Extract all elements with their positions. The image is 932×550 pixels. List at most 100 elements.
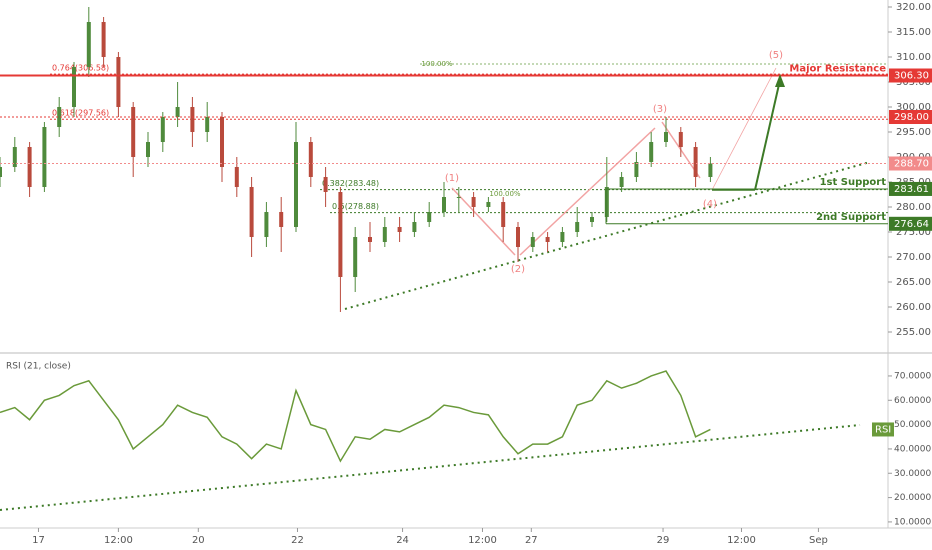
candle-body: [353, 237, 358, 277]
trend-line: [344, 161, 871, 310]
y-tick-label: 315.00: [896, 27, 931, 38]
candle-body: [664, 132, 668, 142]
candle-body: [338, 192, 343, 277]
candle-body: [604, 187, 609, 217]
candle-body: [220, 117, 224, 167]
level-label: 306.30: [894, 71, 929, 82]
arrow-head: [775, 74, 785, 87]
candle-body: [397, 227, 402, 232]
y-tick-label: 275.00: [896, 227, 931, 238]
candle-body: [501, 202, 506, 227]
y-tick-label: 300.00: [896, 102, 931, 113]
level-label: 298.00: [894, 112, 929, 123]
candle-body: [72, 67, 76, 107]
x-tick-label: 17: [32, 535, 45, 546]
y-tick-label: 20.0000: [894, 493, 931, 503]
candle-body: [708, 163, 713, 177]
level-name: 2nd Support: [816, 212, 886, 223]
x-tick-label: 27: [525, 535, 538, 546]
candle-body: [12, 147, 17, 167]
level-tag: [889, 110, 932, 124]
candle-body: [42, 127, 47, 187]
y-tick-label: 320.00: [896, 2, 931, 13]
candle-body: [190, 107, 195, 132]
candle-body: [471, 197, 476, 207]
rsi-line: [0, 370, 711, 463]
level-name: Major Resistance: [789, 64, 886, 75]
level-label: 288.70: [894, 159, 929, 170]
y-tick-label: 255.00: [896, 327, 931, 338]
candle-body: [101, 22, 106, 57]
candle-body: [205, 117, 210, 132]
level-tag: [889, 68, 932, 83]
level-tag: [889, 156, 932, 171]
candle-body: [575, 222, 580, 232]
candle-body: [693, 147, 698, 177]
rsi-label: RSI: [875, 424, 891, 435]
candle-body: [590, 217, 594, 222]
annotation: (1): [445, 173, 459, 184]
y-tick-label: 70.0000: [894, 371, 931, 381]
y-tick-label: 270.00: [896, 252, 931, 263]
y-tick-label: 280.00: [896, 202, 931, 213]
candle-body: [27, 147, 32, 187]
candle-body: [382, 227, 387, 242]
candle-body: [442, 197, 446, 212]
y-tick-label: 50.0000: [894, 420, 931, 430]
candle-body: [308, 142, 313, 177]
y-tick-label: 295.00: [896, 127, 931, 138]
candle-body: [0, 167, 2, 177]
candle-body: [368, 237, 372, 242]
fib-label: 0.5(278.88): [332, 202, 379, 211]
candle-body: [323, 177, 328, 192]
candle-body: [160, 117, 165, 142]
candle-body: [678, 132, 683, 147]
rsi-tag: [872, 422, 894, 437]
x-tick-label: 24: [396, 535, 409, 546]
annotation: (5): [769, 50, 783, 61]
candle-body: [619, 177, 624, 187]
candle-body: [116, 57, 121, 107]
fib-label: 0.764(306.58): [52, 64, 109, 73]
y-tick-label: 40.0000: [894, 444, 931, 454]
candle-body: [86, 22, 91, 67]
level-tag: [889, 181, 932, 196]
x-tick-label: 12:00: [468, 535, 497, 546]
candle-body: [545, 237, 550, 242]
y-tick-label: 60.0000: [894, 396, 931, 406]
target-arrow: [754, 79, 781, 191]
y-tick-label: 265.00: [896, 277, 931, 288]
x-tick-label: 29: [657, 535, 670, 546]
candle-body: [427, 212, 432, 222]
x-tick-label: 12:00: [104, 535, 133, 546]
candle-body: [175, 107, 180, 117]
candle-body: [279, 212, 284, 227]
candle-body: [634, 162, 639, 177]
candle-body: [57, 107, 62, 127]
x-tick-label: 12:00: [727, 535, 756, 546]
y-tick-label: 310.00: [896, 52, 931, 63]
y-tick-label: 30.0000: [894, 469, 931, 479]
annotation: (2): [511, 264, 525, 275]
fib-label: 0.618(297.56): [52, 109, 109, 118]
y-tick-label: 10.0000: [894, 517, 931, 527]
annotation: (4): [703, 199, 717, 210]
wave-line: [711, 67, 777, 191]
candle-body: [146, 142, 150, 157]
candle-body: [264, 212, 269, 237]
candle-body: [456, 197, 461, 198]
annotation: (3): [653, 104, 667, 115]
candle-body: [560, 232, 565, 242]
rsi-title: RSI (21, close): [6, 362, 71, 372]
candle-body: [486, 202, 491, 207]
wave-line: [519, 127, 656, 256]
rsi-trend: [0, 424, 861, 511]
x-tick-label: Sep: [809, 535, 828, 546]
level-name: 1st Support: [820, 177, 887, 188]
x-tick-label: 20: [192, 535, 205, 546]
candle-body: [234, 167, 239, 187]
annotation: 100.00%: [489, 190, 520, 198]
wave-line: [451, 187, 516, 256]
candle-body: [249, 187, 254, 237]
